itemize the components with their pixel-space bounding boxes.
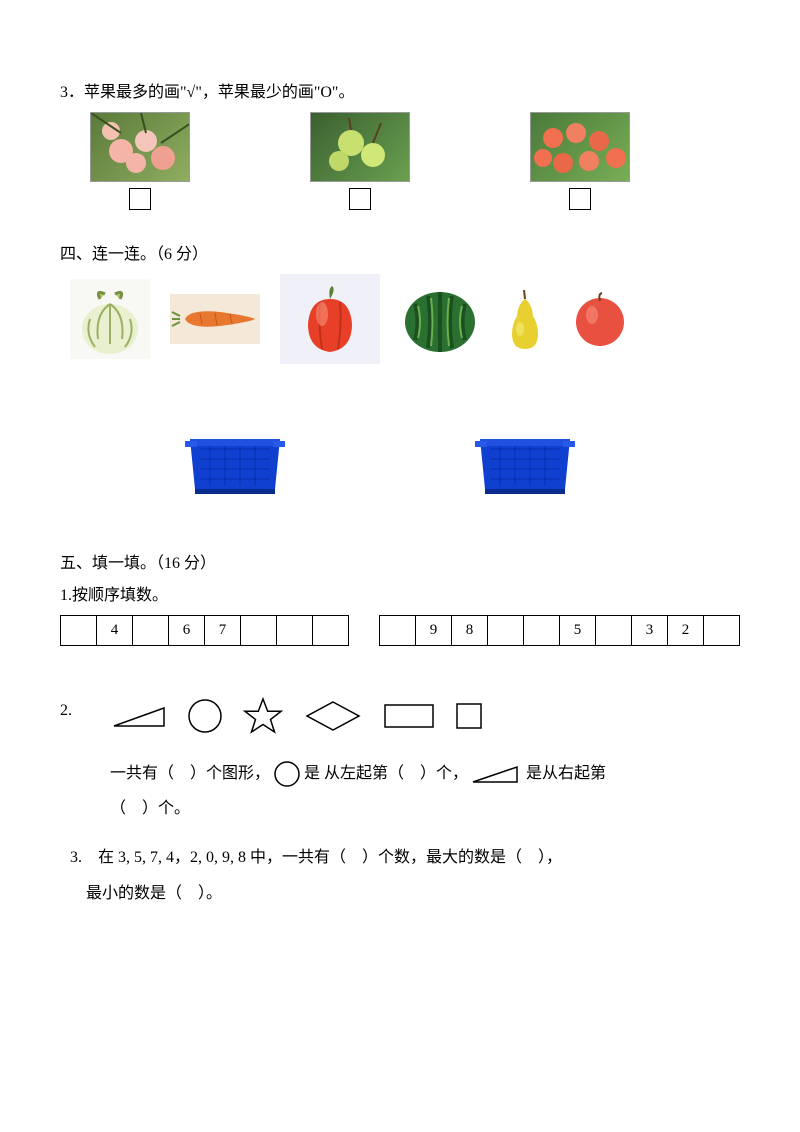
seq1-cell[interactable] — [133, 616, 169, 646]
square-icon — [455, 702, 483, 730]
q5-sub2-text2: （ ）个。 — [110, 800, 190, 817]
seq2-cell[interactable] — [488, 616, 524, 646]
seq2-cell[interactable]: 9 — [416, 616, 452, 646]
seq1-cell[interactable] — [277, 616, 313, 646]
q4-heading: 四、连一连。（6 分） — [60, 240, 740, 264]
watermelon-icon — [400, 284, 480, 354]
pear-icon — [500, 284, 550, 354]
cabbage-icon — [70, 279, 150, 359]
seq-table-2: 9 8 5 3 2 — [379, 615, 740, 646]
apple-checkbox-2[interactable] — [349, 188, 371, 210]
diamond-icon — [303, 699, 363, 733]
seq1-cell[interactable] — [313, 616, 349, 646]
seq2-cell[interactable] — [380, 616, 416, 646]
q5-sub2-text: 一共有（ ）个图形， 是 从左起第（ ）个， 是从右起第 （ ）个。 — [110, 756, 740, 826]
q3-instruction: 3．苹果最多的画"√"，苹果最少的画"O"。 — [60, 78, 740, 102]
seq1-cell[interactable]: 7 — [205, 616, 241, 646]
q4-items-row — [70, 274, 740, 364]
seq-table-1: 4 6 7 — [60, 615, 349, 646]
triangle-icon — [112, 704, 167, 729]
apple-checkbox-1[interactable] — [129, 188, 151, 210]
q3-apple-row — [90, 112, 740, 210]
rectangle-icon — [383, 703, 435, 729]
seq2-cell[interactable] — [704, 616, 740, 646]
q5-sub3-line2: 最小的数是（ ）。 — [86, 885, 222, 902]
seq1-cell[interactable] — [241, 616, 277, 646]
seq2-cell[interactable]: 3 — [632, 616, 668, 646]
q5-sub3: 3. 在 3, 5, 7, 4，2, 0, 9, 8 中，一共有（ ）个数，最大… — [70, 840, 740, 910]
q5-shapes-row — [112, 696, 483, 736]
q5-sub3-line1: 在 3, 5, 7, 4，2, 0, 9, 8 中，一共有（ ）个数，最大的数是… — [82, 849, 562, 866]
apple-checkbox-3[interactable] — [569, 188, 591, 210]
seq2-cell[interactable] — [596, 616, 632, 646]
q5-sub2-textend: 是从右起第 — [522, 765, 606, 782]
apple-item-3 — [530, 112, 630, 210]
seq2-cell[interactable]: 2 — [668, 616, 704, 646]
seq1-cell[interactable]: 6 — [169, 616, 205, 646]
circle-icon — [187, 698, 223, 734]
seq2-cell[interactable]: 5 — [560, 616, 596, 646]
q4-bins-row — [180, 424, 740, 499]
q5-sub2-text1: 一共有（ ）个图形， — [110, 765, 270, 782]
apple-item-1 — [90, 112, 190, 210]
seq1-cell[interactable]: 4 — [97, 616, 133, 646]
inline-circle-icon — [273, 760, 301, 788]
q5-sub2-textmid: 是 从左起第（ ）个， — [304, 765, 468, 782]
bin-1 — [180, 424, 290, 499]
seq1-cell[interactable] — [61, 616, 97, 646]
pepper-icon — [280, 274, 380, 364]
apple-image-3 — [530, 112, 630, 182]
q5-heading: 五、填一填。（16 分） — [60, 549, 740, 573]
q5-sub3-label: 3. — [70, 849, 82, 866]
inline-triangle-icon — [471, 764, 519, 784]
apple-image-1 — [90, 112, 190, 182]
q5-sub2-label: 2. — [60, 702, 72, 720]
seq2-cell[interactable]: 8 — [452, 616, 488, 646]
bin-2 — [470, 424, 580, 499]
carrot-icon — [170, 294, 260, 344]
apple-image-2 — [310, 112, 410, 182]
q5-seq-row: 4 6 7 9 8 5 3 2 — [60, 615, 740, 646]
seq2-cell[interactable] — [524, 616, 560, 646]
q5-sub1-label: 1.按顺序填数。 — [60, 581, 740, 605]
apple-item-2 — [310, 112, 410, 210]
star-icon — [243, 696, 283, 736]
apple-icon — [570, 289, 630, 349]
